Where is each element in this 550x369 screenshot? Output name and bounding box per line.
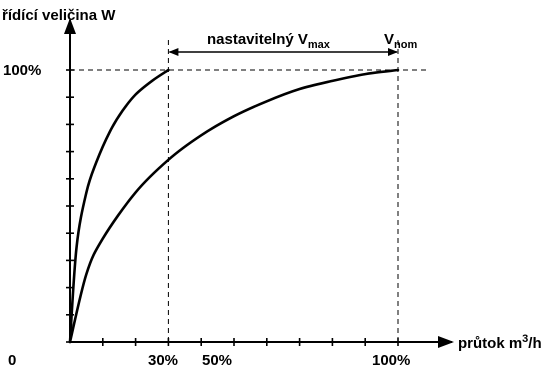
nominal-label-sub: nom xyxy=(394,39,417,51)
y-axis-label: řídící veličina W xyxy=(2,7,116,24)
x-tick-label-100: 100% xyxy=(372,352,410,369)
x-axis-label: průtok m3/h xyxy=(458,333,542,352)
nominal-label: Vnom xyxy=(384,31,417,51)
nominal-label-main: V xyxy=(384,31,394,48)
range-label-sub: max xyxy=(308,39,331,51)
x-axis-label-sup: 3 xyxy=(522,333,528,345)
x-axis-label-suffix: /h xyxy=(528,335,541,352)
y-tick-label-100: 100% xyxy=(3,62,41,79)
range-label-main: nastavitelný V xyxy=(207,31,308,48)
x-tick-label-50: 50% xyxy=(202,352,232,369)
range-label: nastavitelný Vmax xyxy=(207,31,331,51)
x-tick-label-0: 0 xyxy=(8,352,16,369)
x-axis-label-main: průtok m xyxy=(458,335,522,352)
series-line-2 xyxy=(68,68,400,344)
series-line-1 xyxy=(68,68,170,344)
x-tick-label-30: 30% xyxy=(148,352,178,369)
x-ticks xyxy=(102,338,399,346)
